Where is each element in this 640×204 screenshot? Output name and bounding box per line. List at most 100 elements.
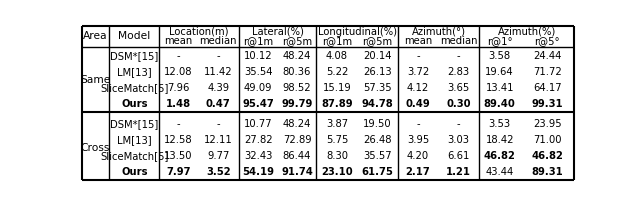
Text: 9.77: 9.77 <box>207 151 230 161</box>
Text: 20.14: 20.14 <box>364 51 392 61</box>
Text: -: - <box>177 119 180 129</box>
Text: DSM*[15]: DSM*[15] <box>110 51 158 61</box>
Text: 35.54: 35.54 <box>244 67 273 77</box>
Text: 98.52: 98.52 <box>283 83 311 93</box>
Text: 6.61: 6.61 <box>447 151 470 161</box>
Text: 2.83: 2.83 <box>447 67 470 77</box>
Text: 3.72: 3.72 <box>407 67 429 77</box>
Text: DSM*[15]: DSM*[15] <box>110 119 158 129</box>
Text: -: - <box>177 51 180 61</box>
Text: 64.17: 64.17 <box>533 83 562 93</box>
Text: 5.75: 5.75 <box>326 135 348 145</box>
Text: 12.08: 12.08 <box>164 67 193 77</box>
Text: 19.50: 19.50 <box>364 119 392 129</box>
Text: 0.47: 0.47 <box>206 99 230 109</box>
Text: 11.42: 11.42 <box>204 67 233 77</box>
Text: mean: mean <box>164 36 193 46</box>
Text: 4.08: 4.08 <box>326 51 348 61</box>
Text: Ours: Ours <box>121 167 147 177</box>
Text: r@1m: r@1m <box>243 36 273 46</box>
Text: -: - <box>416 119 420 129</box>
Text: 3.03: 3.03 <box>447 135 470 145</box>
Text: Area: Area <box>83 31 108 41</box>
Text: -: - <box>416 51 420 61</box>
Text: 49.09: 49.09 <box>244 83 273 93</box>
Text: 7.96: 7.96 <box>167 83 189 93</box>
Text: 13.41: 13.41 <box>485 83 514 93</box>
Text: SliceMatch[5]: SliceMatch[5] <box>100 83 168 93</box>
Text: Longitudinal(%): Longitudinal(%) <box>317 27 397 37</box>
Text: 10.77: 10.77 <box>244 119 273 129</box>
Text: 12.58: 12.58 <box>164 135 193 145</box>
Text: 2.17: 2.17 <box>406 167 430 177</box>
Text: LM[13]: LM[13] <box>117 67 152 77</box>
Text: 23.95: 23.95 <box>533 119 562 129</box>
Text: 95.47: 95.47 <box>243 99 274 109</box>
Text: Model: Model <box>118 31 150 41</box>
Text: 4.12: 4.12 <box>407 83 429 93</box>
Text: -: - <box>216 119 220 129</box>
Text: 4.39: 4.39 <box>207 83 229 93</box>
Text: 35.57: 35.57 <box>364 151 392 161</box>
Text: 3.52: 3.52 <box>206 167 230 177</box>
Text: Ours: Ours <box>121 99 147 109</box>
Text: 89.40: 89.40 <box>484 99 516 109</box>
Text: 43.44: 43.44 <box>486 167 514 177</box>
Text: 89.31: 89.31 <box>531 167 563 177</box>
Text: median: median <box>440 36 477 46</box>
Text: -: - <box>216 51 220 61</box>
Text: 0.49: 0.49 <box>406 99 430 109</box>
Text: 19.64: 19.64 <box>485 67 514 77</box>
Text: 26.13: 26.13 <box>364 67 392 77</box>
Text: 23.10: 23.10 <box>321 167 353 177</box>
Text: 27.82: 27.82 <box>244 135 273 145</box>
Text: 0.30: 0.30 <box>446 99 471 109</box>
Text: 61.75: 61.75 <box>362 167 394 177</box>
Text: 57.35: 57.35 <box>364 83 392 93</box>
Text: 99.31: 99.31 <box>531 99 563 109</box>
Text: SliceMatch[5]: SliceMatch[5] <box>100 151 168 161</box>
Text: LM[13]: LM[13] <box>117 135 152 145</box>
Text: Azimuth(°): Azimuth(°) <box>412 27 465 37</box>
Text: 86.44: 86.44 <box>283 151 311 161</box>
Text: Azimuth(%): Azimuth(%) <box>498 27 556 37</box>
Text: 94.78: 94.78 <box>362 99 394 109</box>
Text: 3.65: 3.65 <box>447 83 470 93</box>
Text: -: - <box>457 119 460 129</box>
Text: r@1°: r@1° <box>487 36 513 46</box>
Text: 12.11: 12.11 <box>204 135 233 145</box>
Text: 87.89: 87.89 <box>321 99 353 109</box>
Text: 13.50: 13.50 <box>164 151 193 161</box>
Text: r@1m: r@1m <box>322 36 352 46</box>
Text: 80.36: 80.36 <box>283 67 311 77</box>
Text: 3.58: 3.58 <box>488 51 511 61</box>
Text: 46.82: 46.82 <box>484 151 516 161</box>
Text: Location(m): Location(m) <box>169 27 228 37</box>
Text: 71.00: 71.00 <box>533 135 561 145</box>
Text: -: - <box>457 51 460 61</box>
Text: r@5°: r@5° <box>534 36 560 46</box>
Text: 5.22: 5.22 <box>326 67 348 77</box>
Text: 15.19: 15.19 <box>323 83 351 93</box>
Text: 7.97: 7.97 <box>166 167 191 177</box>
Text: Lateral(%): Lateral(%) <box>252 27 303 37</box>
Text: 4.20: 4.20 <box>407 151 429 161</box>
Text: 32.43: 32.43 <box>244 151 273 161</box>
Text: 91.74: 91.74 <box>281 167 313 177</box>
Text: 3.87: 3.87 <box>326 119 348 129</box>
Text: 48.24: 48.24 <box>283 119 311 129</box>
Text: 26.48: 26.48 <box>364 135 392 145</box>
Text: 1.48: 1.48 <box>166 99 191 109</box>
Text: 24.44: 24.44 <box>533 51 561 61</box>
Text: 99.79: 99.79 <box>282 99 313 109</box>
Text: Same: Same <box>80 75 111 85</box>
Text: 72.89: 72.89 <box>283 135 311 145</box>
Text: r@5m: r@5m <box>282 36 312 46</box>
Text: 10.12: 10.12 <box>244 51 273 61</box>
Text: 71.72: 71.72 <box>533 67 562 77</box>
Text: mean: mean <box>404 36 432 46</box>
Text: 8.30: 8.30 <box>326 151 348 161</box>
Text: 18.42: 18.42 <box>485 135 514 145</box>
Text: 46.82: 46.82 <box>531 151 563 161</box>
Text: Cross: Cross <box>81 143 110 153</box>
